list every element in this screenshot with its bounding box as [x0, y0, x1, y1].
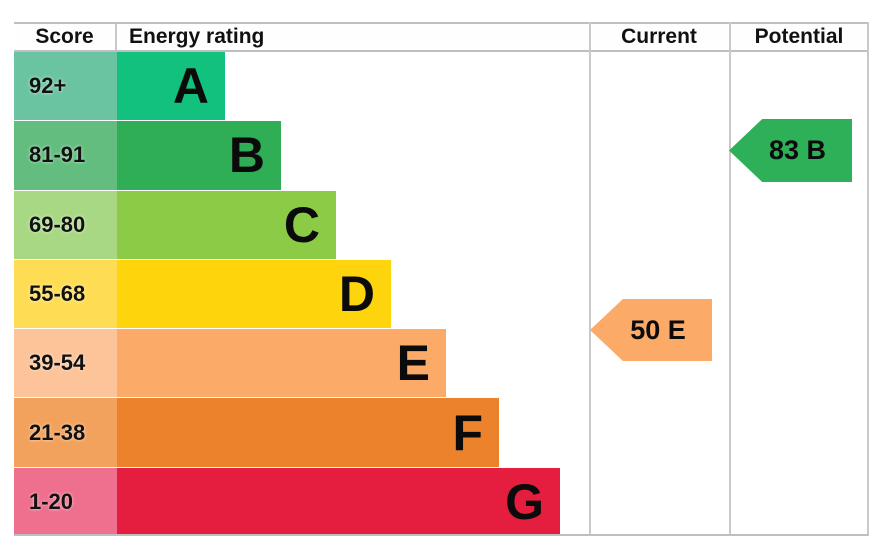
band-row: 81-91 B: [14, 121, 589, 191]
band-letter: C: [283, 196, 320, 253]
band-bar: C: [117, 190, 336, 259]
band-score-cell: 69-80: [14, 190, 117, 259]
band-letter: A: [172, 58, 209, 115]
epc-table: Score Energy rating Current Potential 92…: [14, 22, 869, 536]
band-bar: E: [117, 329, 446, 398]
band-row: 39-54 E: [14, 329, 589, 399]
band-row: 55-68 D: [14, 259, 589, 330]
band-score-cell: 55-68: [14, 259, 117, 329]
band-letter: E: [396, 335, 430, 392]
band-bar: G: [117, 467, 560, 536]
band-score-cell: 39-54: [14, 329, 117, 398]
band-score-label: 1-20: [29, 488, 74, 514]
band-score-label: 92+: [29, 73, 67, 99]
header-energy-rating: Energy rating: [129, 25, 265, 48]
divider-current-left: [589, 22, 591, 536]
band-score-cell: 92+: [14, 52, 117, 121]
current-rating-label: 50 E: [630, 314, 686, 345]
band-letter: B: [228, 127, 265, 184]
band-score-label: 69-80: [29, 211, 86, 237]
table-bottom-border: [14, 534, 869, 536]
divider-potential-left: [729, 22, 731, 536]
band-score-cell: 21-38: [14, 398, 117, 467]
band-score-label: 21-38: [29, 419, 86, 445]
band-bar: B: [117, 121, 281, 190]
band-row: 1-20 G: [14, 467, 589, 536]
band-score-cell: 1-20: [14, 467, 117, 536]
epc-header-row: Score Energy rating Current Potential: [14, 22, 869, 52]
band-letter: D: [338, 265, 375, 322]
band-score-cell: 81-91: [14, 121, 117, 190]
header-current: Current: [621, 25, 697, 48]
header-score: Score: [14, 24, 117, 50]
band-letter: G: [505, 473, 544, 530]
divider-table-right: [867, 22, 869, 536]
band-letter: F: [452, 404, 483, 461]
bands-body: 92+ A 81-91 B 69-80 C 55-68 D 39-54: [14, 52, 589, 536]
band-bar: A: [117, 52, 225, 121]
potential-rating-label: 83 B: [768, 135, 827, 165]
band-bar: D: [117, 259, 391, 329]
band-score-label: 39-54: [29, 350, 86, 376]
header-potential: Potential: [754, 25, 844, 48]
band-row: 69-80 C: [14, 190, 589, 260]
band-row: 21-38 F: [14, 398, 589, 468]
band-score-label: 55-68: [29, 280, 86, 306]
band-bar: F: [117, 398, 499, 467]
band-score-label: 81-91: [29, 142, 86, 168]
band-row: 92+ A: [14, 52, 589, 122]
